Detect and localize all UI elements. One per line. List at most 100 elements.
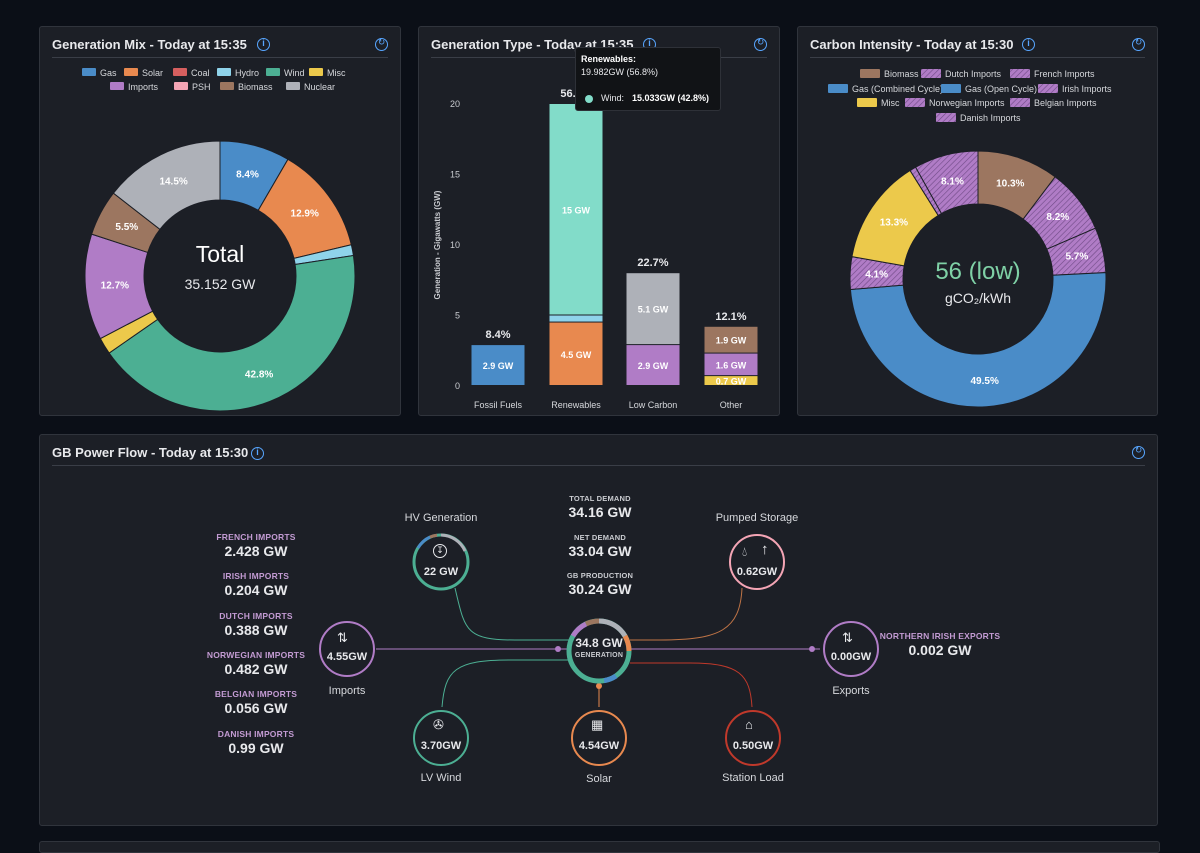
flow-line-pumped [630,587,743,641]
legend-swatch[interactable] [857,98,877,107]
node-value-imports: 4.55GW [326,651,368,663]
bar-segment[interactable] [549,315,603,322]
bar-segment[interactable] [704,326,758,353]
bar-segment[interactable] [549,322,603,385]
refresh-icon[interactable] [754,37,767,51]
tooltip-value: 15.033GW (42.8%) [632,93,710,103]
node-wind[interactable] [410,707,472,769]
legend-label[interactable]: Biomass [238,82,273,92]
flow-dot-solar [596,683,602,689]
legend-label[interactable]: Wind [284,68,305,78]
node-hv[interactable] [410,531,472,593]
node-pumped[interactable] [726,531,788,593]
legend-label[interactable]: Norwegian Imports [929,98,1005,108]
legend-swatch[interactable] [1010,98,1030,107]
bar-segment[interactable] [704,353,758,376]
node-generation[interactable] [564,616,634,686]
legend-swatch[interactable] [110,82,124,90]
import-label: DUTCH IMPORTS [219,610,293,621]
legend-label[interactable]: Gas (Open Cycle) [965,84,1037,94]
node-label-pumped: Pumped Storage [715,512,799,524]
legend-swatch[interactable] [217,68,231,76]
bar-total-label: 12.1% [715,311,746,323]
flow-line-wind [441,659,575,708]
legend-swatch[interactable] [936,113,956,122]
solar-panel-icon: ▦ [591,717,604,732]
node-imports[interactable] [316,618,378,680]
pie-slice[interactable] [108,254,356,412]
refresh-icon[interactable] [1132,37,1145,51]
info-icon[interactable] [257,38,270,51]
legend-swatch[interactable] [1038,84,1058,93]
legend-swatch[interactable] [860,69,880,78]
chart-tooltip: Renewables: 19.982GW (56.8%) Wind: 15.03… [575,47,721,111]
legend-swatch[interactable] [220,82,234,90]
info-icon[interactable] [251,447,264,460]
legend-label[interactable]: Misc [881,98,900,108]
y-tick-label: 15 [450,170,460,180]
bar-segment[interactable] [471,345,525,385]
x-tick-label: Other [720,400,743,410]
legend-swatch[interactable] [173,68,187,76]
node-label-station: Station Load [722,772,784,784]
slice-label: 12.9% [291,209,319,220]
legend-swatch[interactable] [82,68,96,76]
pie-slice[interactable] [112,140,221,231]
legend-swatch[interactable] [905,98,925,107]
info-icon[interactable] [1022,38,1035,51]
node-solar[interactable] [568,707,630,769]
legend-label[interactable]: Gas (Combined Cycle) [852,84,943,94]
legend-label[interactable]: Coal [191,68,210,78]
import-value: 0.204 GW [224,582,288,599]
node-station[interactable] [722,707,784,769]
y-tick-label: 0 [455,381,460,391]
legend-label[interactable]: Dutch Imports [945,69,1002,79]
legend-label[interactable]: Misc [327,68,346,78]
pie-slice[interactable] [849,272,1107,408]
legend-swatch[interactable] [266,68,280,76]
bar-segment[interactable] [549,104,603,315]
legend-swatch[interactable] [941,84,961,93]
y-tick-label: 10 [450,240,460,250]
node-label-imports: Imports [328,685,366,697]
x-tick-label: Renewables [551,400,601,410]
import-value: 0.388 GW [224,621,288,638]
legend-swatch[interactable] [286,82,300,90]
legend-label[interactable]: Gas [100,68,117,78]
legend-swatch[interactable] [1010,69,1030,78]
center-label: Total [196,241,245,267]
node-value-wind: 3.70GW [420,740,462,752]
slice-label: 13.3% [880,218,908,229]
node-label-solar: Solar [586,773,612,785]
legend-label[interactable]: Danish Imports [960,113,1021,123]
legend-swatch[interactable] [828,84,848,93]
slice-label: 14.5% [159,177,187,188]
legend-swatch[interactable] [921,69,941,78]
factory-icon: ⌂ [745,717,753,732]
generation-label: GENERATION [574,652,624,659]
bar-segment[interactable] [626,345,680,385]
legend-swatch[interactable] [124,68,138,76]
legend-label[interactable]: Belgian Imports [1034,98,1097,108]
legend-label[interactable]: PSH [192,82,211,92]
bar-segment[interactable] [626,273,680,345]
bar-segment-label: 1.9 GW [716,336,747,346]
legend-label[interactable]: French Imports [1034,69,1095,79]
panel-title: GB Power Flow - Today at 15:30 [52,445,249,460]
legend-swatch[interactable] [309,68,323,76]
legend-label[interactable]: Irish Imports [1062,84,1112,94]
legend-label[interactable]: Biomass [884,69,919,79]
pie-slice[interactable] [914,150,979,215]
node-exports[interactable] [820,618,882,680]
generation-type-chart: Generation - Gigawatts (GW) 0 5 10 15 20 2.9 G… [433,88,758,410]
refresh-icon[interactable] [1132,445,1145,459]
slice-label: 8.1% [941,176,964,187]
legend-swatch[interactable] [174,82,188,90]
legend-label[interactable]: Nuclear [304,82,335,92]
refresh-icon[interactable] [375,37,388,51]
legend-label[interactable]: Hydro [235,68,259,78]
legend-label[interactable]: Solar [142,68,163,78]
y-tick-label: 5 [455,311,460,321]
bar-segment[interactable] [704,376,758,385]
legend-label[interactable]: Imports [128,82,159,92]
